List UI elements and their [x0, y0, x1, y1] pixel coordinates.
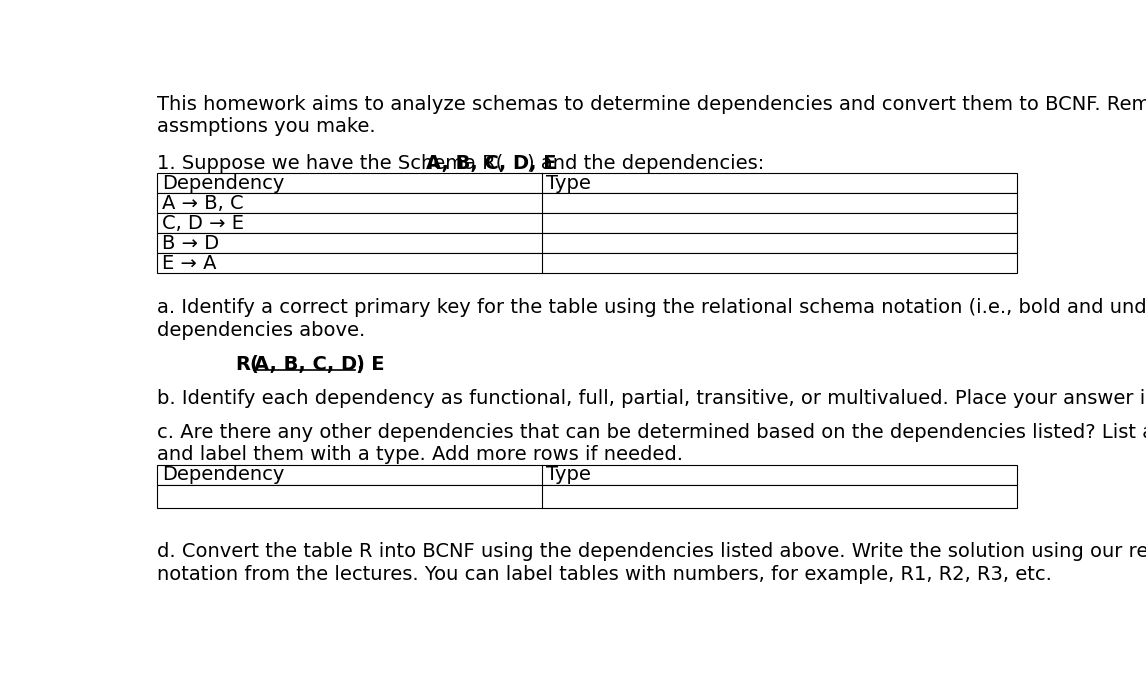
Text: This homework aims to analyze schemas to determine dependencies and convert them: This homework aims to analyze schemas to…: [157, 94, 1146, 114]
Text: B → D: B → D: [162, 234, 219, 253]
Bar: [157, 213, 1018, 233]
Bar: [157, 173, 1018, 193]
Bar: [157, 465, 1018, 485]
Text: 1. Suppose we have the Schema R(: 1. Suppose we have the Schema R(: [157, 154, 503, 173]
Text: d. Convert the table R into BCNF using the dependencies listed above. Write the : d. Convert the table R into BCNF using t…: [157, 542, 1146, 561]
Text: A, B, C, D, E: A, B, C, D, E: [254, 355, 384, 374]
Text: c. Are there any other dependencies that can be determined based on the dependen: c. Are there any other dependencies that…: [157, 423, 1146, 442]
Text: dependencies above.: dependencies above.: [157, 321, 366, 340]
Bar: [157, 485, 1018, 508]
Text: assmptions you make.: assmptions you make.: [157, 118, 376, 136]
Bar: [157, 233, 1018, 253]
Text: ): ): [355, 355, 364, 374]
Text: A → B, C: A → B, C: [162, 193, 243, 213]
Text: and label them with a type. Add more rows if needed.: and label them with a type. Add more row…: [157, 445, 683, 465]
Text: R(: R(: [235, 355, 259, 374]
Bar: [157, 193, 1018, 213]
Text: ) and the dependencies:: ) and the dependencies:: [527, 154, 764, 173]
Text: Type: Type: [547, 174, 591, 192]
Text: Type: Type: [547, 466, 591, 484]
Text: A, B, C, D, E: A, B, C, D, E: [425, 154, 556, 173]
Text: b. Identify each dependency as functional, full, partial, transitive, or multiva: b. Identify each dependency as functiona…: [157, 389, 1146, 408]
Text: Dependency: Dependency: [162, 466, 284, 484]
Text: E → A: E → A: [162, 253, 217, 272]
Text: a. Identify a correct primary key for the table using the relational schema nota: a. Identify a correct primary key for th…: [157, 298, 1146, 317]
Bar: [157, 253, 1018, 273]
Text: Dependency: Dependency: [162, 174, 284, 192]
Text: C, D → E: C, D → E: [162, 214, 244, 232]
Text: notation from the lectures. You can label tables with numbers, for example, R1, : notation from the lectures. You can labe…: [157, 564, 1052, 584]
